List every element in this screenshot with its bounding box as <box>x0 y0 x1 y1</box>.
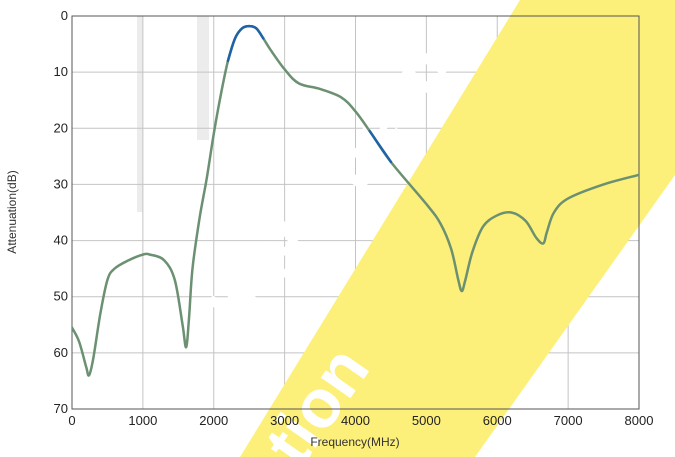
y-tick-label: 10 <box>54 64 68 79</box>
y-tick-label: 20 <box>54 120 68 135</box>
x-axis-title: Frequency(MHz) <box>310 435 399 449</box>
y-tick-label: 30 <box>54 176 68 191</box>
series-line-highlight <box>226 24 265 63</box>
x-tick-label: 6000 <box>483 413 512 428</box>
x-tick-label: 5000 <box>412 413 441 428</box>
y-axis-title: Attenuation(dB) <box>5 170 19 253</box>
x-tick-label: 0 <box>68 413 75 428</box>
series-line-highlight <box>368 129 393 164</box>
y-tick-label: 50 <box>54 289 68 304</box>
y-tick-label: 60 <box>54 345 68 360</box>
y-tick-label: 40 <box>54 233 68 248</box>
x-tick-label: 4000 <box>341 413 370 428</box>
x-tick-label: 2000 <box>199 413 228 428</box>
plot-frame <box>71 15 640 410</box>
faint-vertical-band <box>197 16 209 140</box>
series-curve <box>72 24 639 377</box>
x-tick-label: 3000 <box>270 413 299 428</box>
x-tick-labels: 0 1000 2000 3000 4000 5000 6000 7000 8000 <box>68 413 653 428</box>
faint-vertical-band <box>137 16 143 212</box>
x-tick-label: 8000 <box>625 413 654 428</box>
x-tick-label: 1000 <box>128 413 157 428</box>
y-tick-label: 70 <box>54 401 68 416</box>
watermark-band <box>240 0 675 457</box>
x-tick-label: 7000 <box>554 413 583 428</box>
y-tick-labels: 0 10 20 30 40 50 60 70 <box>54 8 68 416</box>
y-tick-label: 0 <box>61 8 68 23</box>
